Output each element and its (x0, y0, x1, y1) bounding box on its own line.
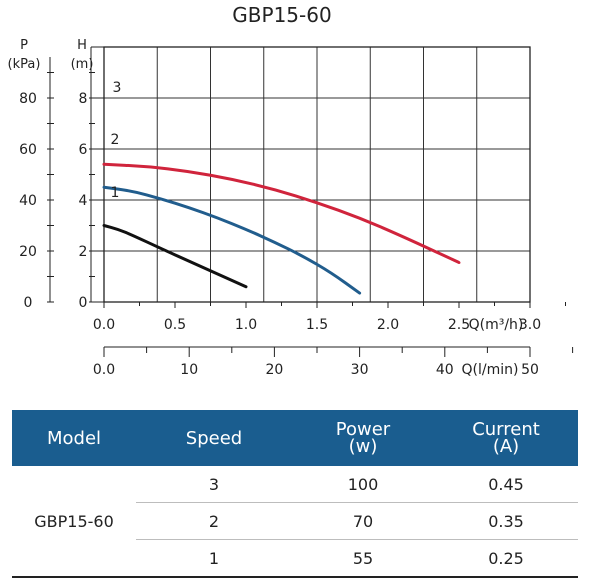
current-cell: 0.35 (434, 502, 578, 540)
series-line-speed-2 (102, 185, 362, 295)
header-power-unit: (w) (348, 436, 378, 457)
power-cell: 100 (292, 466, 434, 503)
table-row: GBP15-60 3 100 0.45 (12, 466, 578, 578)
power-cell: 55 (292, 539, 434, 578)
lmin-axis-tick-label: 20 (265, 362, 283, 378)
speed-cell: 3 (136, 466, 292, 503)
x-axis-tick-label: 1.5 (306, 317, 328, 333)
h-axis-label-letter: H (77, 38, 87, 53)
p-axis-tick-label: 60 (19, 142, 37, 158)
series-line-speed-3 (102, 162, 461, 264)
x-axis-tick-label: 2.5 (448, 317, 470, 333)
p-axis-tick-label: 40 (19, 193, 37, 209)
plot-area: 0 2 4 6 8 H (m) 0 20 40 60 80 P (kPa) 0.0 0.5 1.0 1.5 2.0 2… (8, 38, 574, 378)
x-axis-tick-label: 0.0 (93, 317, 115, 333)
p-axis-label-unit: (kPa) (8, 57, 41, 72)
h-axis-label-unit: (m) (71, 57, 94, 72)
current-cell: 0.25 (434, 539, 578, 578)
x-axis-label: Q(m³/h) (469, 317, 524, 333)
speed-cell: 1 (136, 539, 292, 578)
table-row: 1 55 0.25 (12, 539, 578, 578)
pump-curve-chart: GBP15-60 0 2 4 6 8 H (m) 0 20 40 60 80 P (kPa) 0.0 0.5 1… (8, 3, 574, 378)
p-axis-label-letter: P (20, 38, 28, 53)
model-cell: GBP15-60 (12, 466, 136, 578)
h-axis-tick-label: 0 (79, 295, 88, 311)
p-axis-tick-label: 20 (19, 244, 37, 260)
p-axis-tick-label: 80 (19, 91, 37, 107)
series-line-speed-1 (102, 224, 248, 289)
x-axis-tick-label: 0.5 (164, 317, 186, 333)
table-header-row: Model Speed Power (w) Current (A) (12, 410, 578, 466)
lmin-axis-tick-label: 0.0 (93, 362, 115, 378)
lmin-axis-tick-label: 30 (351, 362, 369, 378)
header-speed: Speed (136, 410, 292, 466)
series-label: 1 (111, 185, 120, 201)
lmin-axis-label: Q(l/min) (462, 362, 519, 378)
x-axis-tick-label: 3.0 (519, 317, 541, 333)
header-current-unit: (A) (492, 436, 520, 457)
header-power-label: Power (335, 419, 391, 440)
series-label: 2 (111, 132, 120, 148)
lmin-axis-tick-label: 50 (521, 362, 539, 378)
h-axis-tick-label: 4 (79, 193, 88, 209)
x-axis-tick-label: 2.0 (377, 317, 399, 333)
header-current: Current (A) (434, 410, 578, 466)
p-axis-tick-label: 0 (24, 295, 33, 311)
current-cell: 0.45 (434, 466, 578, 503)
speed-cell: 2 (136, 502, 292, 540)
table-row: 2 70 0.35 (12, 502, 578, 540)
h-axis-tick-label: 2 (79, 244, 88, 260)
chart-title: GBP15-60 (232, 3, 331, 27)
lmin-axis-tick-label: 40 (436, 362, 454, 378)
series-label: 3 (113, 80, 122, 96)
spec-table: Model Speed Power (w) Current (A) GBP15-… (12, 410, 578, 578)
header-power: Power (w) (292, 410, 434, 466)
x-axis-tick-label: 1.0 (235, 317, 257, 333)
header-current-label: Current (472, 419, 540, 440)
lmin-axis-tick-label: 10 (180, 362, 198, 378)
h-axis-tick-label: 8 (79, 91, 88, 107)
header-model: Model (12, 410, 136, 466)
h-axis-tick-label: 6 (79, 142, 88, 158)
power-cell: 70 (292, 502, 434, 540)
